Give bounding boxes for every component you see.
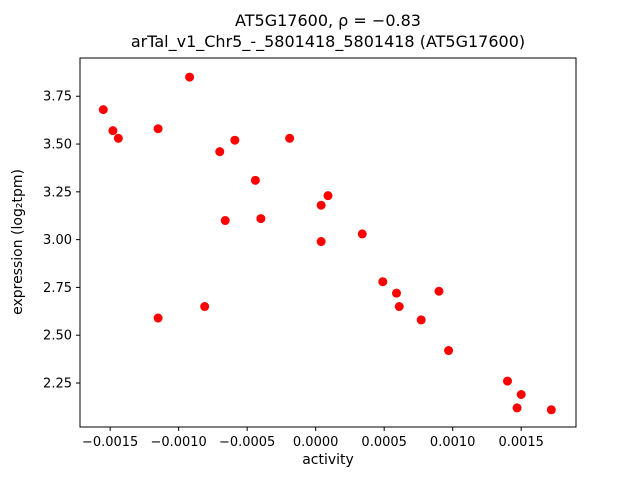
x-tick-label: 0.0005 <box>361 435 407 450</box>
data-point <box>215 147 225 157</box>
y-tick-label: 3.25 <box>43 185 72 200</box>
data-point <box>546 405 556 415</box>
x-axis-label: activity <box>302 452 354 468</box>
x-tick-label: −0.0005 <box>219 435 275 450</box>
data-point <box>250 175 260 185</box>
data-point <box>323 191 333 201</box>
data-point <box>316 200 326 210</box>
x-tick-label: 0.0015 <box>498 435 544 450</box>
data-point <box>230 135 240 145</box>
data-point <box>512 403 522 413</box>
data-point <box>153 124 163 134</box>
y-tick-label: 3.50 <box>43 138 72 153</box>
x-tick-label: 0.0010 <box>430 435 476 450</box>
data-point <box>108 126 118 136</box>
data-point <box>444 346 454 356</box>
data-point <box>392 288 402 298</box>
y-tick-label: 2.25 <box>43 377 72 392</box>
chart-subtitle: arTal_v1_Chr5_-_5801418_5801418 (AT5G176… <box>131 32 525 52</box>
x-tick-label: −0.0015 <box>82 435 138 450</box>
axes-frame <box>79 57 577 428</box>
data-point <box>394 302 404 312</box>
plot-area: −0.0015 −0.0010 −0.0005 0.0000 0.0005 0.0010 0… <box>43 57 577 450</box>
data-point <box>285 133 295 143</box>
data-point <box>416 315 426 325</box>
data-point <box>220 216 230 226</box>
y-tick-label: 2.75 <box>43 281 72 296</box>
y-tick-label: 2.50 <box>43 329 72 344</box>
y-tick-label: 3.00 <box>43 233 72 248</box>
data-point <box>98 105 108 115</box>
data-point <box>200 302 210 312</box>
chart-title: AT5G17600, ρ = −0.83 <box>235 11 421 30</box>
data-point <box>502 376 512 386</box>
data-point <box>434 286 444 296</box>
data-point <box>516 389 526 399</box>
data-point <box>378 277 388 287</box>
data-point <box>113 133 123 143</box>
data-point <box>256 214 266 224</box>
x-tick-label: −0.0010 <box>150 435 206 450</box>
y-tick-label: 3.75 <box>43 90 72 105</box>
data-point <box>153 313 163 323</box>
x-tick-label: 0.0000 <box>293 435 339 450</box>
data-point <box>316 237 326 247</box>
y-axis-label: expression (log₂tpm) <box>10 169 26 315</box>
data-point <box>185 72 195 82</box>
data-point <box>357 229 367 239</box>
